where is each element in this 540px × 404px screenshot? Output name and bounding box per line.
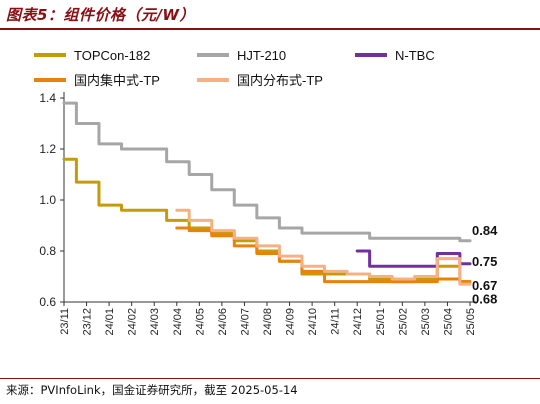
series-line-2 <box>355 249 472 268</box>
chart-title: 图表5：组件价格（元/W） <box>6 6 195 24</box>
series-line-3 <box>175 226 472 284</box>
source-note: 来源：PVInfoLink，国金证券研究所，截至 2025-05-14 <box>6 383 298 397</box>
x-tick-label-14: 25/01 <box>375 308 387 336</box>
legend: TOPCon-182 HJT-210 N-TBC 国内集中式-TP 国内分布式-TP <box>34 48 435 88</box>
y-tick-label-0: 1.4 <box>39 91 56 105</box>
x-tick-label-3: 24/02 <box>127 308 139 336</box>
y-tick-label-4: 0.6 <box>39 295 56 309</box>
x-tick-label-17: 25/04 <box>442 308 454 336</box>
y-tick-label-1: 1.2 <box>39 142 56 156</box>
x-tick-label-2: 24/01 <box>104 308 116 336</box>
series-line-1 <box>62 101 472 243</box>
x-tick-label-9: 24/08 <box>262 308 274 336</box>
legend-label-4: 国内分布式-TP <box>237 73 323 88</box>
y-tick-label-3: 0.8 <box>39 244 56 258</box>
x-tick-label-10: 24/09 <box>285 308 297 336</box>
axes: 1.4 1.2 1.0 0.8 0.623/11 23/12 24/01 24/02 24/03… <box>39 91 477 336</box>
footer-rule <box>0 378 540 379</box>
legend-label-3: 国内集中式-TP <box>74 73 160 88</box>
x-tick-label-15: 25/02 <box>397 308 409 336</box>
series-line-4 <box>175 208 472 286</box>
x-tick-label-13: 24/12 <box>352 308 364 336</box>
end-label-1: 0.84 <box>472 223 498 238</box>
x-tick-label-1: 23/12 <box>82 308 94 336</box>
y-tick-label-2: 1.0 <box>39 193 56 207</box>
end-label-3: 0.68 <box>472 292 497 307</box>
x-tick-label-11: 24/10 <box>307 308 319 336</box>
end-labels: 0.84 0.75 0.680.67 <box>472 223 498 307</box>
x-tick-label-7: 24/06 <box>217 308 229 336</box>
end-label-4: 0.67 <box>472 278 497 293</box>
legend-label-0: TOPCon-182 <box>74 48 150 63</box>
x-tick-label-12: 24/11 <box>330 308 342 335</box>
title-rule <box>0 28 540 30</box>
x-tick-label-4: 24/03 <box>149 308 161 336</box>
legend-label-1: HJT-210 <box>237 48 286 63</box>
legend-label-2: N-TBC <box>395 48 435 63</box>
x-tick-label-8: 24/07 <box>239 308 251 336</box>
series-line-0 <box>62 157 472 284</box>
end-label-2: 0.75 <box>472 254 497 269</box>
x-tick-label-18: 25/05 <box>465 308 477 336</box>
series-lines <box>62 101 472 286</box>
x-tick-label-5: 24/04 <box>172 308 184 336</box>
x-tick-label-16: 25/03 <box>420 308 432 336</box>
x-tick-label-6: 24/05 <box>194 308 206 336</box>
x-tick-label-0: 23/11 <box>59 308 71 335</box>
